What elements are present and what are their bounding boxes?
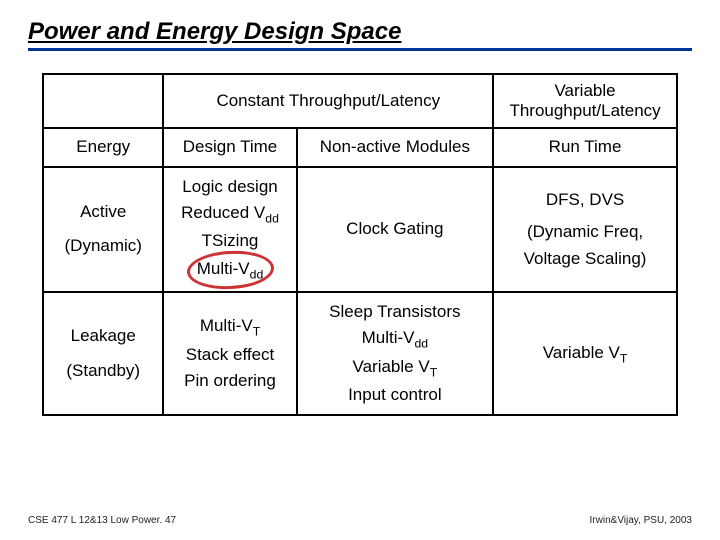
header-constant: Constant Throughput/Latency bbox=[163, 74, 493, 128]
rowlabel-leakage-line2: (Standby) bbox=[52, 359, 154, 384]
leakage-na-item: Variable VT bbox=[306, 354, 485, 382]
leakage-design-item: Pin ordering bbox=[172, 368, 287, 394]
footer-right: Irwin&Vijay, PSU, 2003 bbox=[590, 515, 692, 526]
row-active: Active (Dynamic) Logic design Reduced Vd… bbox=[43, 167, 677, 292]
cell-leakage-nonactive: Sleep Transistors Multi-Vdd Variable VT … bbox=[297, 292, 494, 415]
leakage-design-item: Stack effect bbox=[172, 342, 287, 368]
rowlabel-leakage: Leakage (Standby) bbox=[43, 292, 163, 415]
footer-left: CSE 477 L 12&13 Low Power. 47 bbox=[28, 515, 176, 526]
active-design-item-circled: Multi-Vdd bbox=[172, 255, 287, 285]
active-design-item: TSizing bbox=[172, 228, 287, 254]
design-space-table: Constant Throughput/Latency Variable Thr… bbox=[0, 51, 720, 416]
rowlabel-energy: Energy bbox=[43, 128, 163, 167]
cell-leakage-design: Multi-VT Stack effect Pin ordering bbox=[163, 292, 296, 415]
cell-active-nonactive: Clock Gating bbox=[297, 167, 494, 292]
cell-non-active: Non-active Modules bbox=[297, 128, 494, 167]
active-run-line1: DFS, DVS bbox=[502, 187, 668, 213]
cell-active-design: Logic design Reduced Vdd TSizing Multi-V… bbox=[163, 167, 296, 292]
leakage-na-item: Sleep Transistors bbox=[306, 299, 485, 325]
cell-leakage-runtime: Variable VT bbox=[493, 292, 677, 415]
leakage-na-item: Multi-Vdd bbox=[306, 325, 485, 353]
leakage-na-item: Input control bbox=[306, 382, 485, 408]
row-leakage: Leakage (Standby) Multi-VT Stack effect … bbox=[43, 292, 677, 415]
slide-footer: CSE 477 L 12&13 Low Power. 47 Irwin&Vija… bbox=[0, 515, 720, 526]
leakage-design-item: Multi-VT bbox=[172, 313, 287, 341]
rowlabel-active: Active (Dynamic) bbox=[43, 167, 163, 292]
active-run-line2: (Dynamic Freq, Voltage Scaling) bbox=[502, 219, 668, 272]
slide-title: Power and Energy Design Space bbox=[28, 18, 692, 46]
rowlabel-active-line2: (Dynamic) bbox=[52, 234, 154, 259]
active-design-item: Reduced Vdd bbox=[172, 200, 287, 228]
header-variable: Variable Throughput/Latency bbox=[493, 74, 677, 128]
table-header-row: Constant Throughput/Latency Variable Thr… bbox=[43, 74, 677, 128]
rowlabel-active-line1: Active bbox=[52, 200, 154, 225]
active-design-item: Logic design bbox=[172, 174, 287, 200]
header-blank bbox=[43, 74, 163, 128]
cell-run-time: Run Time bbox=[493, 128, 677, 167]
cell-design-time: Design Time bbox=[163, 128, 296, 167]
cell-active-runtime: DFS, DVS (Dynamic Freq, Voltage Scaling) bbox=[493, 167, 677, 292]
rowlabel-leakage-line1: Leakage bbox=[52, 324, 154, 349]
row-energy: Energy Design Time Non-active Modules Ru… bbox=[43, 128, 677, 167]
